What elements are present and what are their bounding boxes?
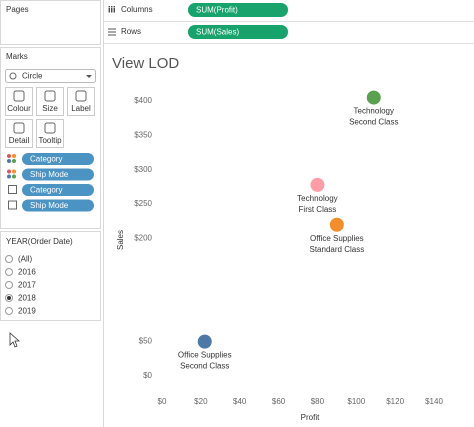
x-tick-label: $60 <box>272 397 286 406</box>
filter-option: 2019 <box>18 307 36 316</box>
point-label: First Class <box>299 205 337 214</box>
radio-selected <box>7 296 11 300</box>
label-icon <box>8 200 17 210</box>
point-label: Office Supplies <box>310 234 364 243</box>
button-icon <box>44 90 56 102</box>
color-icon <box>12 169 16 174</box>
color-icon <box>12 159 16 163</box>
plot-area: $0 $50 $200 $250 $300 $350 $400 $0 $20 $40 $60 $80 $… <box>134 90 443 406</box>
field-name: Category <box>30 155 62 164</box>
filter-option: 2018 <box>18 294 36 303</box>
point-label: Second Class <box>180 362 229 371</box>
y-tick-label: $0 <box>143 371 152 380</box>
radio-button[interactable] <box>5 281 13 289</box>
radio-button[interactable] <box>5 255 13 263</box>
data-point[interactable] <box>329 217 344 232</box>
button-icon <box>13 90 25 102</box>
label-icon <box>8 185 17 194</box>
point-label: Office Supplies <box>178 351 232 360</box>
button-label: Tooltip <box>38 136 62 145</box>
field-name: Ship Mode <box>30 170 69 179</box>
field-pill[interactable] <box>22 153 94 165</box>
marks-controls: Colour Size Label Detail Tooltip Category Ship… <box>5 87 95 316</box>
y-tick-label: $400 <box>134 96 152 105</box>
y-tick-label: $300 <box>134 165 152 174</box>
x-tick-label: $80 <box>311 397 325 406</box>
color-icon <box>7 169 11 174</box>
radio-button[interactable] <box>5 307 13 315</box>
mark-type-dropdown[interactable] <box>5 69 96 83</box>
shelf-label: Columns <box>121 5 153 14</box>
filter-option: 2017 <box>18 281 36 290</box>
y-tick-label: $350 <box>134 130 152 139</box>
button-label: Colour <box>7 104 31 113</box>
field-name: Category <box>30 186 62 195</box>
y-tick-label: $200 <box>134 234 152 243</box>
y-axis-title: Sales <box>116 230 125 250</box>
color-icon <box>7 159 11 163</box>
button-label: Size <box>42 104 58 113</box>
point-label: Technology <box>297 194 337 203</box>
x-tick-label: $40 <box>233 397 247 406</box>
color-icon <box>12 174 16 179</box>
x-axis-title: Profit <box>301 413 320 422</box>
columns-icon: iii <box>108 4 116 14</box>
y-tick-label: $50 <box>139 337 153 346</box>
point-label: Standard Class <box>310 245 365 254</box>
button-icon <box>44 122 56 134</box>
filter-box <box>0 231 101 321</box>
mark-type: Circle <box>22 72 43 81</box>
filter-option: (All) <box>18 255 33 264</box>
field-name: Ship Mode <box>30 201 69 210</box>
columns-pill[interactable] <box>188 3 288 17</box>
dropdown-arrow <box>86 75 92 78</box>
radio-button[interactable] <box>5 268 13 276</box>
y-tick-label: $250 <box>134 199 152 208</box>
field-pill[interactable] <box>22 168 94 181</box>
x-tick-label: $140 <box>425 397 443 406</box>
field-pill[interactable] <box>22 199 94 212</box>
rows-icon <box>108 28 116 36</box>
circle-icon <box>9 72 17 80</box>
data-point[interactable] <box>197 334 212 349</box>
x-tick-label: $120 <box>386 397 404 406</box>
color-icon <box>7 154 11 158</box>
pages-box <box>0 0 101 45</box>
point-label: Second Class <box>349 118 398 127</box>
data-point[interactable] <box>310 177 325 192</box>
panel-title: Marks <box>6 52 28 61</box>
filter-option: 2016 <box>18 268 36 277</box>
button-icon <box>75 90 87 102</box>
color-icon <box>12 154 16 158</box>
x-tick-label: $100 <box>347 397 365 406</box>
color-icon <box>7 174 11 179</box>
pill-text: SUM(Profit) <box>196 6 238 15</box>
shelf-label: Rows <box>121 27 141 36</box>
button-label: Label <box>71 104 91 113</box>
mouse-cursor <box>9 332 21 348</box>
button-icon <box>13 122 25 134</box>
rows-pill[interactable] <box>188 25 288 39</box>
x-tick-label: $0 <box>158 397 167 406</box>
pill-text: SUM(Sales) <box>196 28 239 37</box>
button-label: Detail <box>9 136 30 145</box>
point-label: Technology <box>354 107 394 116</box>
panel-title: YEAR(Order Date) <box>6 237 73 246</box>
panel-title: Pages <box>6 5 29 14</box>
x-tick-label: $20 <box>194 397 208 406</box>
field-pill[interactable] <box>22 184 94 196</box>
chart-title: View LOD <box>112 55 179 72</box>
data-point[interactable] <box>366 90 381 105</box>
